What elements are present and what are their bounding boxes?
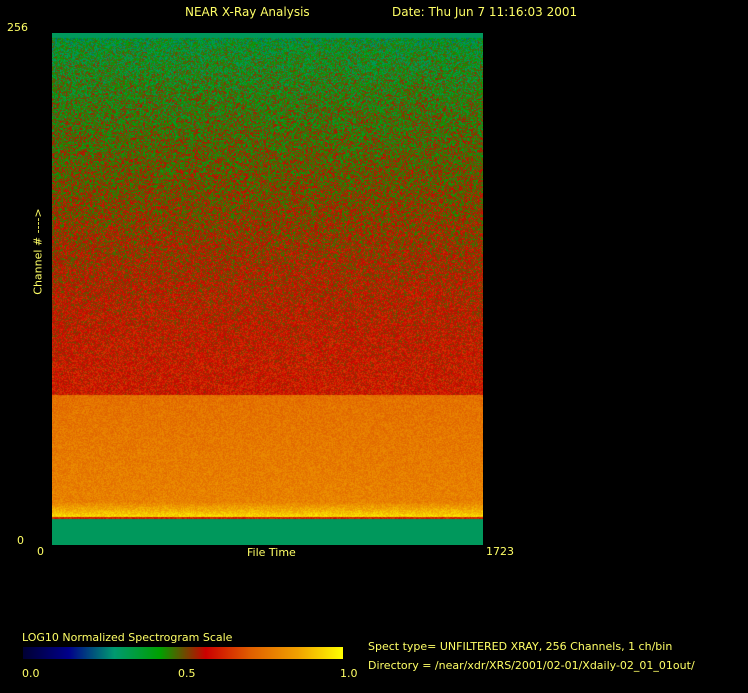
y-tick-max: 256 xyxy=(7,21,28,34)
x-tick-min: 0 xyxy=(37,545,44,558)
chart-title: NEAR X-Ray Analysis xyxy=(185,5,310,19)
x-axis-label: File Time xyxy=(247,546,296,559)
directory-info: Directory = /near/xdr/XRS/2001/02-01/Xda… xyxy=(368,659,695,672)
colorbar xyxy=(23,647,343,659)
colorbar-tick-0: 0.0 xyxy=(22,667,40,680)
y-axis-label: Channel # ----> xyxy=(32,208,45,294)
colorbar-tick-05: 0.5 xyxy=(178,667,196,680)
spectrogram-heatmap xyxy=(52,33,483,545)
x-tick-max: 1723 xyxy=(486,545,514,558)
colorbar-tick-1: 1.0 xyxy=(340,667,358,680)
colorbar-title: LOG10 Normalized Spectrogram Scale xyxy=(22,631,232,644)
date-label: Date: Thu Jun 7 11:16:03 2001 xyxy=(392,5,577,19)
spect-type-info: Spect type= UNFILTERED XRAY, 256 Channel… xyxy=(368,640,672,653)
y-tick-min: 0 xyxy=(17,534,24,547)
